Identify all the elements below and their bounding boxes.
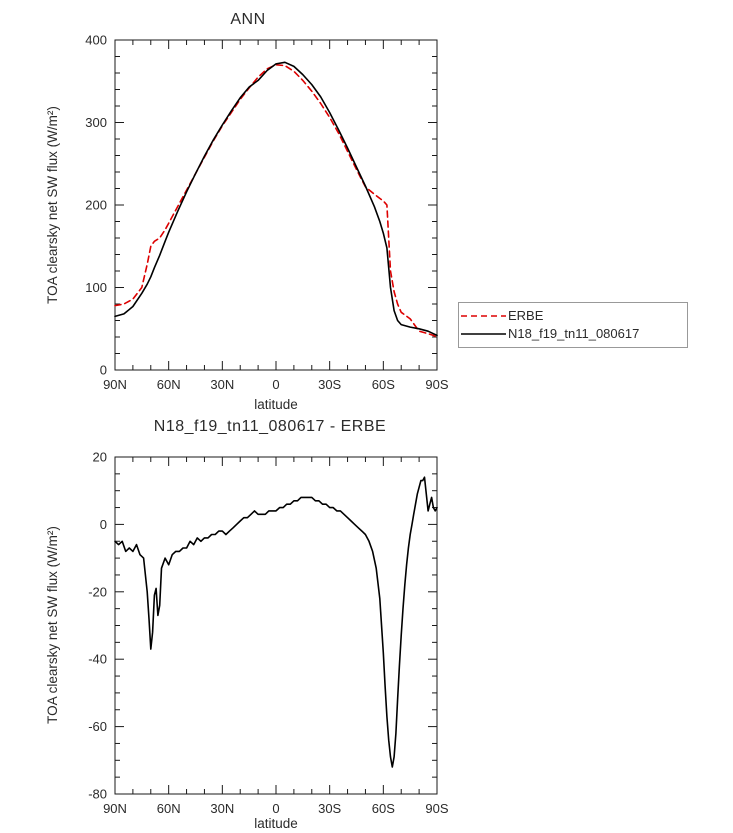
x-tick-label: 60S — [372, 801, 395, 816]
bottom-chart-xlabel: latitude — [254, 816, 298, 831]
top-chart-ylabel: TOA clearsky net SW flux (W/m²) — [45, 106, 60, 304]
x-tick-label: 30S — [318, 801, 341, 816]
y-tick-label: 0 — [100, 517, 107, 532]
top-chart: 90N 60N 30N 0 30S 60S 90S 0 100 200 300 400 — [85, 33, 449, 393]
y-tick-label: 300 — [85, 115, 107, 130]
x-tick-label: 60N — [157, 801, 181, 816]
x-tick-label: 60S — [372, 377, 395, 392]
x-tick-label: 90S — [425, 801, 448, 816]
x-tick-label: 30S — [318, 377, 341, 392]
x-tick-label: 0 — [272, 377, 279, 392]
x-tick-label: 60N — [157, 377, 181, 392]
x-tick-label: 90N — [103, 377, 127, 392]
series-line-erbe — [114, 64, 438, 338]
y-tick-label: 100 — [85, 280, 107, 295]
legend: ERBE N18_f19_tn11_080617 — [458, 302, 688, 348]
bottom-chart: 90N 60N 30N 0 30S 60S 90S -80 -60 -40 -20 0 20 — [88, 450, 449, 817]
legend-box — [458, 302, 688, 348]
x-tick-label: 30N — [210, 801, 234, 816]
y-tick-label: 20 — [93, 450, 107, 465]
y-tick-label: 0 — [100, 363, 107, 378]
y-tick-label: -80 — [88, 787, 107, 802]
y-tick-label: -20 — [88, 584, 107, 599]
plot-frame — [114, 39, 438, 371]
bottom-chart-title: N18_f19_tn11_080617 - ERBE — [154, 418, 386, 435]
x-tick-label: 30N — [210, 377, 234, 392]
series-line-n18_f19_tn11_080617---erbe — [114, 476, 438, 768]
top-chart-title: ANN — [230, 11, 265, 28]
legend-label-erbe: ERBE — [508, 308, 544, 323]
series-line-n18_f19_tn11_080617 — [114, 61, 438, 337]
y-tick-label: 400 — [85, 33, 107, 48]
y-tick-label: 200 — [85, 198, 107, 213]
x-tick-label: 90S — [425, 377, 448, 392]
top-chart-xlabel: latitude — [254, 397, 298, 412]
bottom-chart-ylabel: TOA clearsky net SW flux (W/m²) — [45, 526, 60, 724]
y-tick-label: -60 — [88, 719, 107, 734]
y-tick-label: -40 — [88, 652, 107, 667]
legend-label-model: N18_f19_tn11_080617 — [508, 326, 639, 341]
x-tick-label: 0 — [272, 801, 279, 816]
x-tick-label: 90N — [103, 801, 127, 816]
